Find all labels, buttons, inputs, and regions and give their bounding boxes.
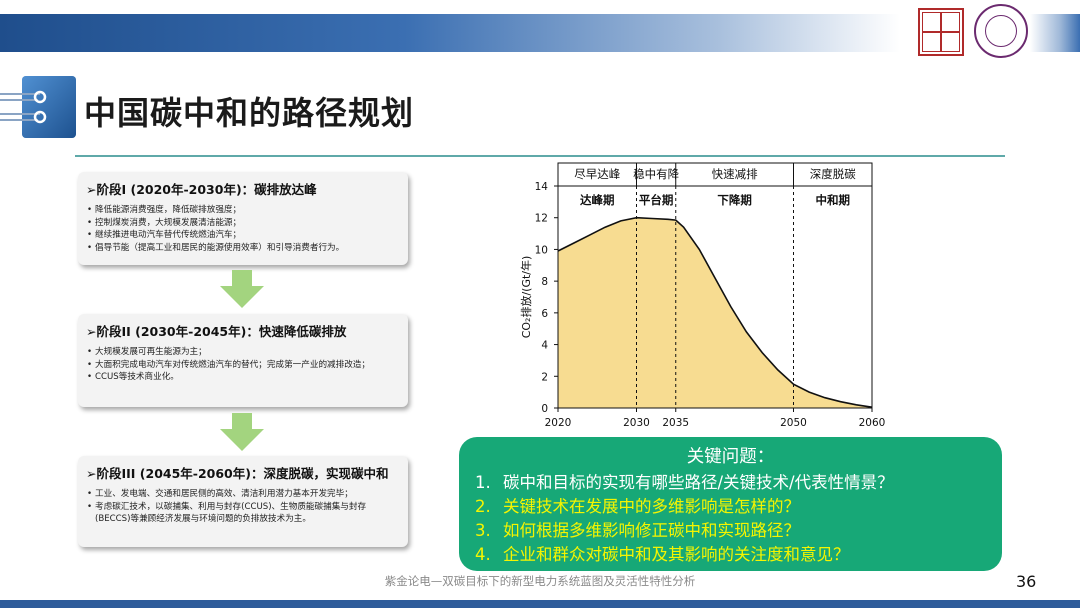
phase-label: 深度脱碳 xyxy=(810,167,856,181)
list-item: 继续推进电动汽车替代传统燃油汽车； xyxy=(86,229,400,242)
stage-bullet-list: 降低能源消费强度，降低碳排放强度； 控制煤炭消费，大规模发展清洁能源； 继续推进… xyxy=(86,204,400,254)
header-bar-right xyxy=(1030,14,1080,52)
y-tick-label: 8 xyxy=(541,276,548,288)
stage-title: ➢阶段II (2030年-2045年)：快速降低碳排放 xyxy=(86,324,347,339)
plot-frame xyxy=(557,185,873,409)
y-tick-label: 0 xyxy=(541,403,548,415)
page-title: 中国碳中和的路径规划 xyxy=(84,94,415,132)
stage-bullet-list: 工业、发电端、交通和居民侧的高效、清洁利用潜力基本开发完毕； 考虑碳汇技术，以碳… xyxy=(86,488,400,526)
list-item: 考虑碳汇技术，以碳捕集、利用与封存(CCUS)、生物质能碳捕集与封存(BECCS… xyxy=(86,501,400,526)
stage-box-3: ➢阶段III (2045年-2060年)：深度脱碳，实现碳中和 工业、发电端、交… xyxy=(78,456,408,547)
emission-area xyxy=(558,217,872,408)
header-bar xyxy=(0,14,900,52)
issue-number: 3. xyxy=(475,521,491,540)
down-arrow-icon xyxy=(220,413,264,451)
issue-text: 关键技术在发展中的多维影响是怎样的？ xyxy=(503,497,800,516)
y-tick-label: 4 xyxy=(541,340,548,352)
stage-box-1: ➢阶段I (2020年-2030年)：碳排放达峰 降低能源消费强度，降低碳排放强… xyxy=(78,172,408,265)
phase-period-label: 下降期 xyxy=(717,193,752,207)
issue-item: 4. 企业和群众对碳中和及其影响的关注度和意见？ xyxy=(475,543,986,567)
y-tick-label: 10 xyxy=(535,244,548,256)
y-axis-label: CO₂排放/(Gt/年) xyxy=(519,256,533,339)
down-arrow-icon xyxy=(220,270,264,308)
x-tick-label: 2030 xyxy=(623,417,650,429)
list-item: 降低能源消费强度，降低碳排放强度； xyxy=(86,204,400,217)
x-tick-label: 2050 xyxy=(780,417,807,429)
key-issues-box: 关键问题： 1. 碳中和目标的实现有哪些路径/关键技术/代表性情景？ 2. 关键… xyxy=(459,437,1002,571)
emission-line xyxy=(557,216,873,408)
x-tick-label: 2020 xyxy=(545,417,572,429)
list-item: 工业、发电端、交通和居民侧的高效、清洁利用潜力基本开发完毕； xyxy=(86,488,400,501)
stage-title: ➢阶段III (2045年-2060年)：深度脱碳，实现碳中和 xyxy=(86,466,389,481)
stage-title: ➢阶段I (2020年-2030年)：碳排放达峰 xyxy=(86,182,317,197)
footer-text: 紫金论电—双碳目标下的新型电力系统蓝图及灵活性特性分析 xyxy=(384,574,696,588)
footer-bar xyxy=(0,600,1080,608)
y-tick-label: 12 xyxy=(535,213,548,225)
list-item: 控制煤炭消费，大规模发展清洁能源； xyxy=(86,217,400,230)
stage-box-2: ➢阶段II (2030年-2045年)：快速降低碳排放 大规模发展可再生能源为主… xyxy=(78,314,408,407)
issue-item: 3. 如何根据多维影响修正碳中和实现路径？ xyxy=(475,519,986,543)
issue-text: 企业和群众对碳中和及其影响的关注度和意见？ xyxy=(503,545,850,564)
phase-period-label: 中和期 xyxy=(816,193,851,207)
issue-text: 碳中和目标的实现有哪些路径/关键技术/代表性情景？ xyxy=(503,473,894,492)
phase-label: 稳中有降 xyxy=(633,167,679,181)
issue-number: 2. xyxy=(475,497,491,516)
stage-bullet-list: 大规模发展可再生能源为主； 大面积完成电动汽车对传统燃油汽车的替代；完成第一产业… xyxy=(86,346,400,384)
y-tick-label: 14 xyxy=(535,181,549,193)
phase-period-label: 达峰期 xyxy=(580,193,615,207)
phase-period-label: 平台期 xyxy=(639,193,674,207)
page-number: 36 xyxy=(1016,572,1037,591)
issue-number: 1. xyxy=(475,473,491,492)
list-item: 倡导节能（提高工业和居民的能源使用效率）和引导消费者行为。 xyxy=(86,242,400,255)
issue-number: 4. xyxy=(475,545,491,564)
issue-text: 如何根据多维影响修正碳中和实现路径？ xyxy=(503,521,800,540)
phase-label: 尽早达峰 xyxy=(574,167,620,181)
issue-item: 1. 碳中和目标的实现有哪些路径/关键技术/代表性情景？ xyxy=(475,471,986,495)
key-issues-title: 关键问题： xyxy=(686,447,775,467)
list-item: CCUS等技术商业化。 xyxy=(86,371,400,384)
y-tick-label: 6 xyxy=(541,308,548,320)
title-icon xyxy=(0,76,76,138)
list-item: 大面积完成电动汽车对传统燃油汽车的替代；完成第一产业的减排改造； xyxy=(86,359,400,372)
list-item: 大规模发展可再生能源为主； xyxy=(86,346,400,359)
title-divider xyxy=(75,155,1005,157)
y-tick-label: 2 xyxy=(541,371,548,383)
x-tick-label: 2060 xyxy=(859,417,886,429)
phase-label: 快速减排 xyxy=(712,167,758,181)
seal-logo-icon xyxy=(918,8,964,56)
x-tick-label: 2035 xyxy=(662,417,689,429)
issue-item: 2. 关键技术在发展中的多维影响是怎样的？ xyxy=(475,495,986,519)
university-emblem-icon xyxy=(974,4,1028,58)
